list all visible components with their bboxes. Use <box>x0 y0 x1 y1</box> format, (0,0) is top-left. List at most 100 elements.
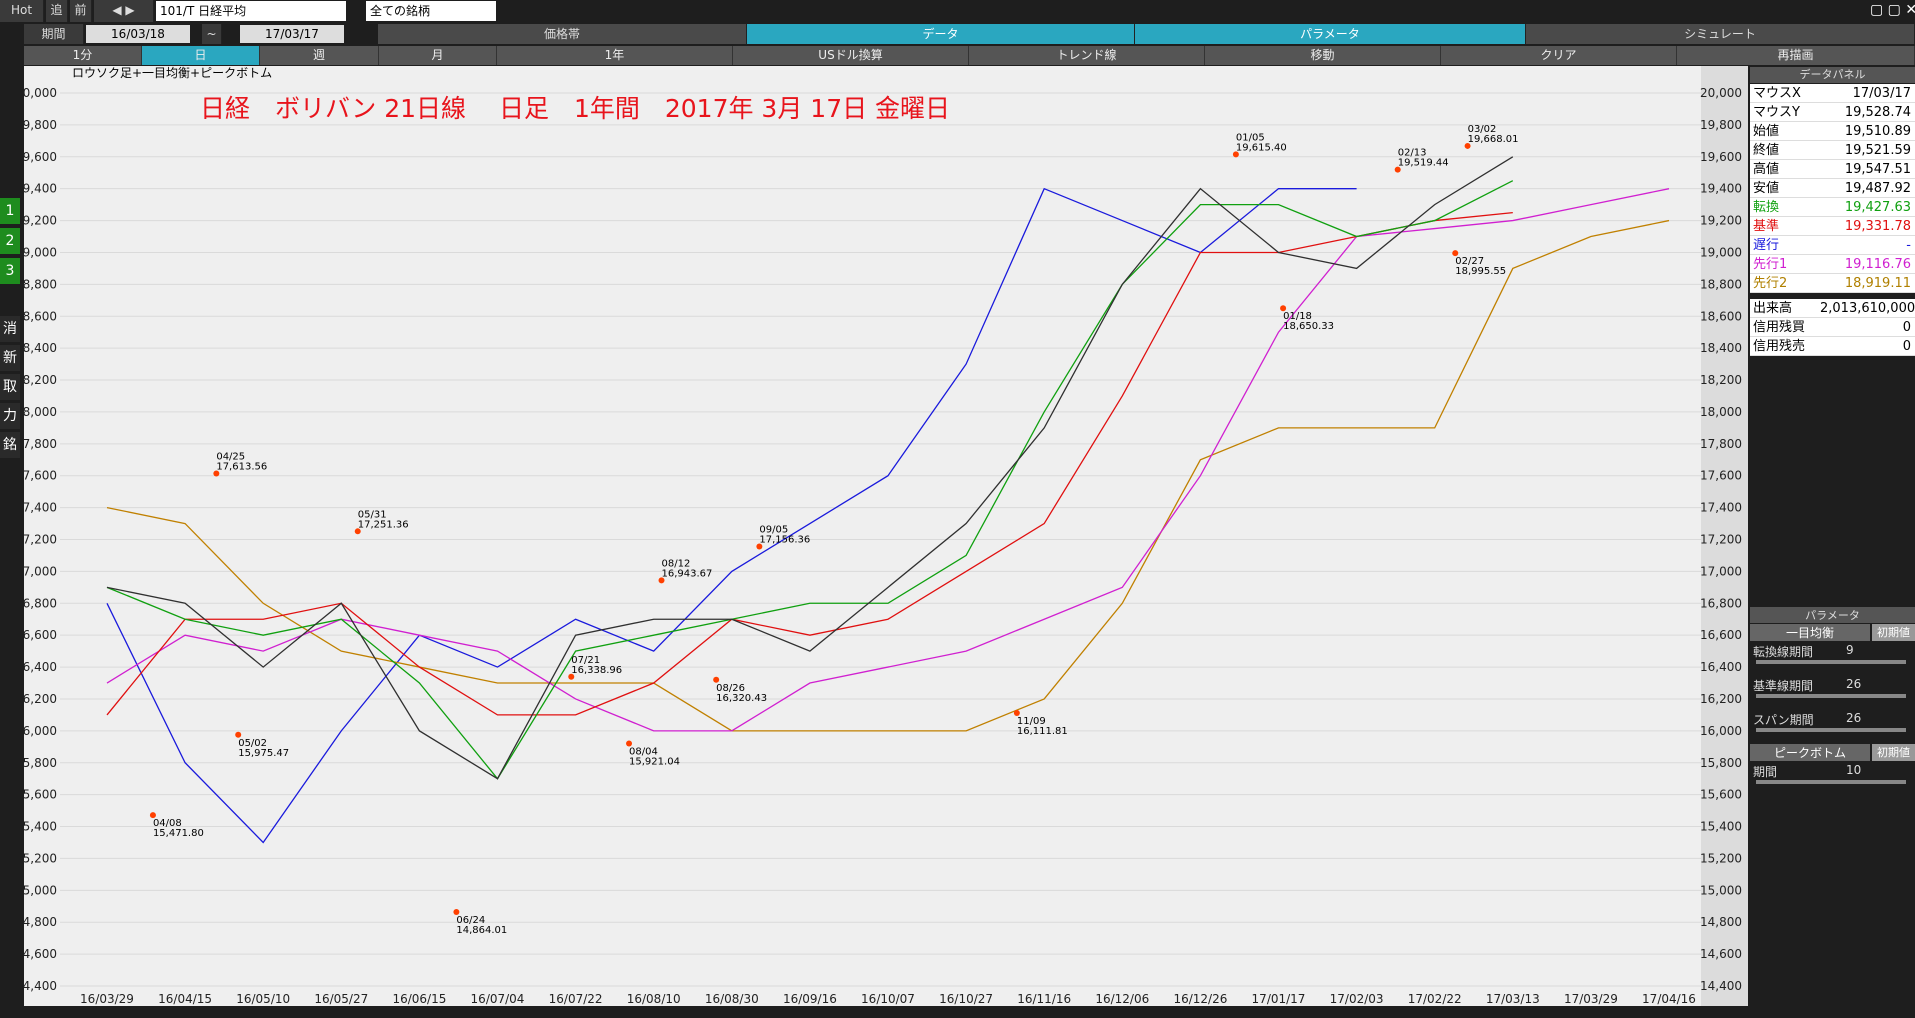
y-tick-label: 14,600 <box>1700 947 1742 961</box>
sidebar-button[interactable]: 消 <box>0 316 20 342</box>
toolbar-button[interactable]: 再描画 <box>1677 46 1915 65</box>
y-tick-label: 20,000 <box>1700 86 1742 100</box>
annotation-value: 17,613.56 <box>216 462 267 473</box>
y-tick-label: 18,800 <box>24 277 57 291</box>
sidebar-button[interactable]: 銘 <box>0 432 20 458</box>
x-tick-label: 16/07/22 <box>549 992 603 1006</box>
param-value: 9 <box>1846 643 1854 657</box>
y-tick-label: 19,200 <box>1700 214 1742 228</box>
tab[interactable]: 価格帯 <box>378 24 747 44</box>
start-date[interactable]: 16/03/18 <box>86 25 190 43</box>
peak-bottom-dot <box>756 543 763 550</box>
toolbar-button[interactable]: 1分 <box>24 46 142 65</box>
y-tick-label: 18,400 <box>1700 341 1742 355</box>
x-tick-label: 17/01/17 <box>1252 992 1306 1006</box>
y-tick-label: 18,200 <box>1700 373 1742 387</box>
toolbar-button[interactable]: 1年 <box>497 46 733 65</box>
data-value: 2,013,610,000 <box>1820 299 1915 318</box>
data-label: 信用残買 <box>1750 318 1820 337</box>
hot-button[interactable]: Hot <box>0 0 44 22</box>
peak-bottom-dot <box>1464 142 1471 149</box>
toolbar-button[interactable]: トレンド線 <box>969 46 1205 65</box>
annotation-date: 08/26 <box>716 683 745 694</box>
y-tick-label: 15,200 <box>24 851 57 865</box>
data-value: 19,521.59 <box>1820 141 1915 160</box>
y-tick-label: 17,800 <box>1700 437 1742 451</box>
y-tick-label: 18,600 <box>1700 309 1742 323</box>
period-label: 期間 <box>24 24 84 44</box>
annotation-value: 15,975.47 <box>238 748 289 759</box>
param-slider[interactable] <box>1756 660 1906 664</box>
series-line <box>106 180 1514 780</box>
data-label: 高値 <box>1750 160 1820 179</box>
data-label: 基準 <box>1750 217 1820 236</box>
tab[interactable]: データ <box>747 24 1135 44</box>
sidebar-button[interactable]: 新 <box>0 345 20 371</box>
y-tick-label: 16,400 <box>24 660 57 674</box>
param-value: 26 <box>1846 677 1862 691</box>
y-tick-label: 18,400 <box>24 341 57 355</box>
sidebar-button[interactable]: 2 <box>0 228 20 254</box>
sidebar-button[interactable]: 取 <box>0 374 20 400</box>
param-default[interactable]: 初期値 <box>1872 624 1915 641</box>
y-tick-label: 15,800 <box>24 756 57 770</box>
data-value: 19,487.92 <box>1820 179 1915 198</box>
annotation-date: 05/02 <box>238 738 267 749</box>
param-slider[interactable] <box>1756 728 1906 732</box>
annotation-date: 02/27 <box>1455 256 1484 267</box>
y-tick-label: 15,000 <box>1700 883 1742 897</box>
y-tick-label: 15,400 <box>1700 820 1742 834</box>
data-label: 先行2 <box>1750 274 1820 293</box>
y-tick-label: 19,200 <box>24 214 57 228</box>
param-label: 転換線期間 <box>1753 645 1814 659</box>
data-label: マウスX <box>1750 84 1820 103</box>
prev-button[interactable]: 前 <box>70 0 92 22</box>
right-axis-background <box>1701 66 1748 1006</box>
follow-button[interactable]: 追 <box>46 0 68 22</box>
annotation-value: 14,864.01 <box>456 925 507 936</box>
y-tick-label: 18,000 <box>1700 405 1742 419</box>
y-tick-label: 14,600 <box>24 947 57 961</box>
annotation-value: 19,668.01 <box>1468 134 1519 145</box>
annotation-value: 15,471.80 <box>153 828 204 839</box>
sidebar-button[interactable]: 力 <box>0 403 20 429</box>
toolbar-button[interactable]: クリア <box>1441 46 1677 65</box>
chart-background <box>24 66 1748 1006</box>
y-tick-label: 15,000 <box>24 883 57 897</box>
y-tick-label: 17,400 <box>24 501 57 515</box>
x-tick-label: 16/08/10 <box>627 992 681 1006</box>
param-default[interactable]: 初期値 <box>1872 744 1915 761</box>
sidebar-button[interactable]: 1 <box>0 198 20 224</box>
window-controls[interactable]: ▢ ▢ ✕ <box>1870 2 1915 18</box>
y-tick-label: 19,600 <box>1700 150 1742 164</box>
y-tick-label: 19,600 <box>24 150 57 164</box>
annotation-value: 18,995.55 <box>1455 266 1506 277</box>
x-tick-label: 16/11/16 <box>1017 992 1071 1006</box>
peak-bottom-dot <box>1232 151 1239 158</box>
annotation-value: 16,338.96 <box>571 665 622 676</box>
annotation-date: 05/31 <box>358 509 387 520</box>
sidebar-button[interactable]: 3 <box>0 258 20 284</box>
toolbar-button[interactable]: USドル換算 <box>733 46 969 65</box>
y-tick-label: 19,400 <box>1700 182 1742 196</box>
toolbar-button[interactable]: 日 <box>142 46 260 65</box>
symbol-field[interactable]: 101/T 日経平均 <box>156 1 346 21</box>
nav-buttons[interactable]: ◀ ▶ <box>94 0 154 22</box>
end-date[interactable]: 17/03/17 <box>240 25 344 43</box>
toolbar-button[interactable]: 週 <box>260 46 379 65</box>
data-label: 出来高 <box>1750 299 1820 318</box>
tab[interactable]: パラメータ <box>1135 24 1526 44</box>
toolbar-button[interactable]: 移動 <box>1205 46 1441 65</box>
peak-bottom-dot <box>1394 166 1401 173</box>
universe-field[interactable]: 全ての銘柄 <box>366 1 496 21</box>
peak-bottom-dot <box>354 528 361 535</box>
param-value: 26 <box>1846 711 1862 725</box>
y-tick-label: 14,800 <box>24 915 57 929</box>
x-tick-label: 16/09/16 <box>783 992 837 1006</box>
param-slider[interactable] <box>1756 780 1906 784</box>
tab[interactable]: シミュレート <box>1526 24 1915 44</box>
data-label: 終値 <box>1750 141 1820 160</box>
x-tick-label: 17/03/13 <box>1486 992 1540 1006</box>
param-slider[interactable] <box>1756 694 1906 698</box>
toolbar-button[interactable]: 月 <box>379 46 497 65</box>
